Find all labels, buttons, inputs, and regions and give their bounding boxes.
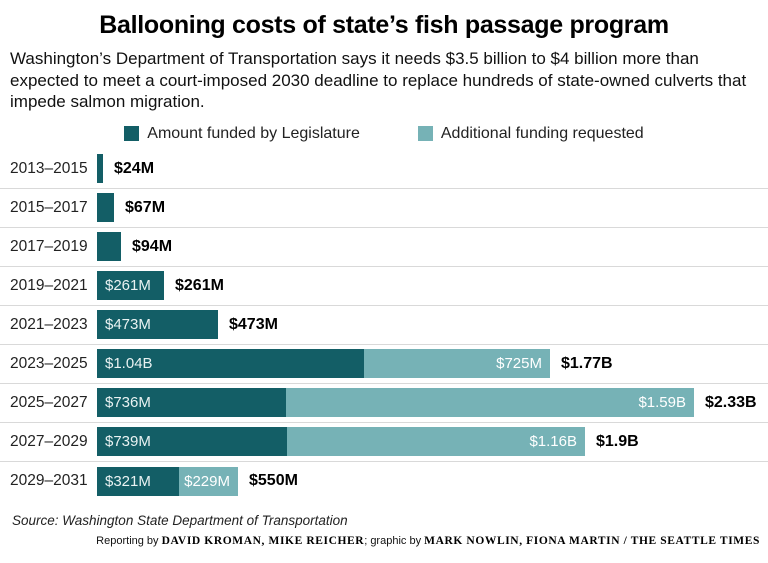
chart-row: 2027–2029 $739M $1.16B $1.9B — [0, 423, 768, 462]
requested-bar-value: $1.59B — [638, 394, 686, 411]
funded-bar-value: $1.04B — [105, 355, 153, 372]
chart-subtitle: Washington’s Department of Transportatio… — [10, 49, 747, 111]
chart-row: 2029–2031 $321M $229M $550M — [0, 462, 768, 501]
category-label: 2029–2031 — [10, 472, 88, 489]
total-label: $473M — [229, 315, 278, 333]
requested-bar: $725M — [364, 349, 550, 378]
funded-bar — [97, 193, 114, 222]
funded-bar: $473M — [97, 310, 218, 339]
credit-mid: ; graphic by — [364, 534, 425, 547]
funded-bar-value: $261M — [105, 277, 151, 294]
category-label: 2025–2027 — [10, 393, 88, 411]
legend-label-requested: Additional funding requested — [440, 124, 644, 142]
funded-bar-value: $739M — [105, 433, 151, 450]
requested-bar-value: $725M — [496, 355, 542, 372]
bar-group: $739M $1.16B $1.9B — [97, 427, 760, 456]
credit-reporters: DAVID KROMAN, MIKE REICHER — [161, 534, 365, 547]
bar-chart: 2013–2015 $24M 2015–2017 $67M 2017–2019 $94M 2… — [0, 150, 768, 501]
bar-group: $1.04B $725M $1.77B — [97, 349, 760, 378]
bar-group: $67M — [97, 193, 760, 222]
bar-group: $24M — [97, 154, 760, 183]
chart-row: 2025–2027 $736M $1.59B $2.33B — [0, 384, 768, 423]
requested-bar-value: $229M — [184, 472, 230, 490]
total-label: $550M — [249, 472, 298, 489]
category-label: 2017–2019 — [10, 237, 88, 255]
chart-row: 2021–2023 $473M $473M — [0, 306, 768, 345]
funded-bar: $321M — [97, 466, 179, 496]
bar-group: $94M — [97, 232, 760, 261]
category-label: 2027–2029 — [10, 432, 88, 450]
chart-row: 2013–2015 $24M — [0, 150, 768, 189]
requested-bar: $229M — [179, 466, 238, 496]
bar-group: $321M $229M $550M — [97, 466, 760, 496]
credit-graphics: MARK NOWLIN, FIONA MARTIN / THE SEATTLE … — [424, 534, 760, 547]
chart-row: 2019–2021 $261M $261M — [0, 267, 768, 306]
funded-bar-value: $321M — [105, 472, 151, 490]
requested-swatch-icon — [417, 126, 433, 141]
category-label: 2019–2021 — [10, 276, 88, 294]
funded-bar: $261M — [97, 271, 164, 300]
total-label: $94M — [132, 237, 173, 255]
bar-group: $736M $1.59B $2.33B — [97, 388, 760, 417]
category-label: 2021–2023 — [10, 315, 88, 333]
requested-bar: $1.16B — [287, 427, 585, 456]
funded-bar: $1.04B — [97, 349, 364, 378]
chart-row: 2015–2017 $67M — [0, 189, 768, 228]
total-label: $2.33B — [705, 393, 757, 411]
legend-item-requested: Additional funding requested — [417, 124, 644, 143]
credit-line: Reporting by DAVID KROMAN, MIKE REICHER;… — [0, 535, 760, 547]
total-label: $67M — [125, 198, 166, 216]
total-label: $1.77B — [561, 354, 613, 372]
funded-bar: $739M — [97, 427, 287, 456]
funded-swatch-icon — [124, 126, 140, 141]
legend-label-funded: Amount funded by Legislature — [147, 124, 360, 142]
funded-bar — [97, 154, 103, 183]
chart-row: 2017–2019 $94M — [0, 228, 768, 267]
source-note: Source: Washington State Department of T… — [12, 512, 348, 528]
page-title: Ballooning costs of state’s fish passage… — [99, 11, 669, 39]
total-label: $1.9B — [596, 432, 639, 450]
requested-bar-value: $1.16B — [529, 433, 577, 450]
bar-group: $473M $473M — [97, 310, 760, 339]
category-label: 2023–2025 — [10, 354, 88, 372]
legend: Amount funded by Legislature Additional … — [0, 125, 768, 143]
credit-prefix: Reporting by — [96, 534, 162, 547]
total-label: $261M — [175, 276, 224, 294]
funded-bar: $736M — [97, 388, 286, 417]
funded-bar-value: $736M — [105, 394, 151, 411]
chart-row: 2023–2025 $1.04B $725M $1.77B — [0, 345, 768, 384]
funded-bar-value: $473M — [105, 316, 151, 333]
total-label: $24M — [114, 159, 155, 177]
legend-item-funded: Amount funded by Legislature — [124, 125, 360, 143]
category-label: 2015–2017 — [10, 198, 88, 216]
requested-bar: $1.59B — [286, 388, 694, 417]
funded-bar — [97, 232, 121, 261]
bar-group: $261M $261M — [97, 271, 760, 300]
category-label: 2013–2015 — [10, 159, 88, 177]
